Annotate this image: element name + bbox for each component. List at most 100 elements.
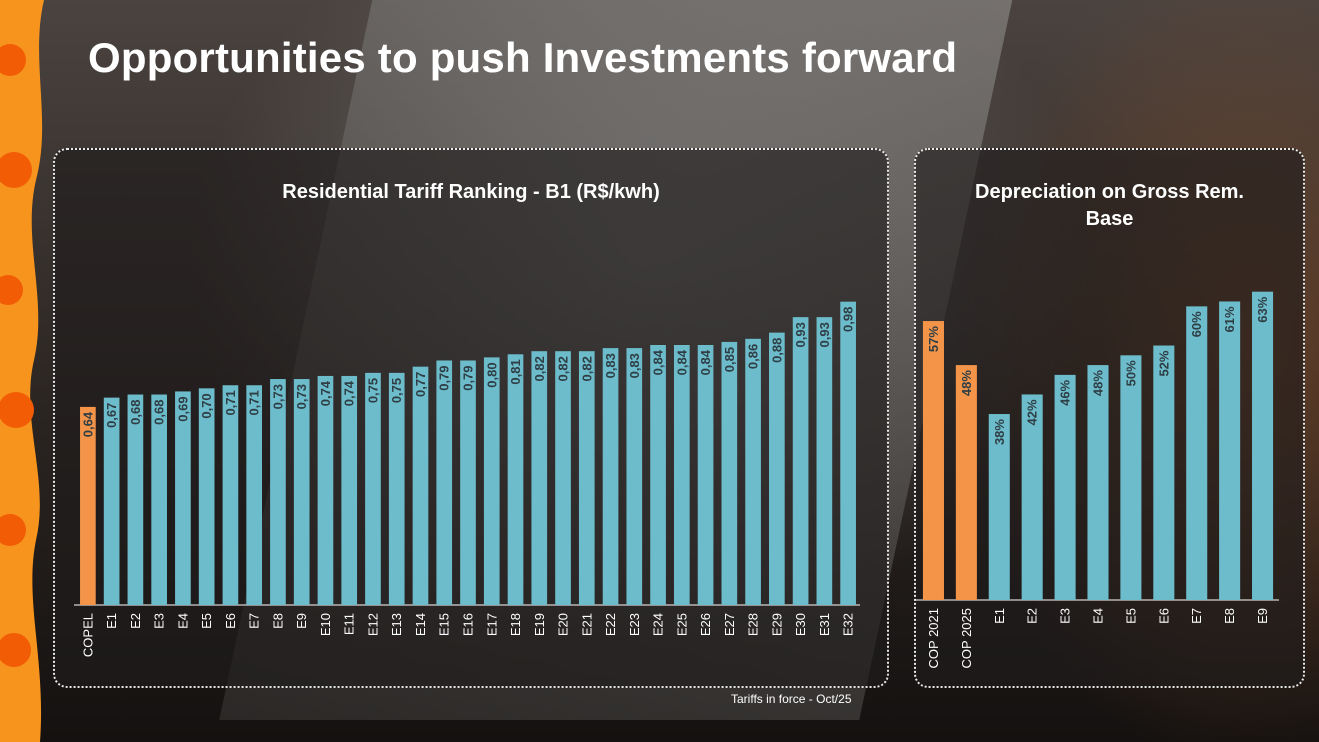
data-label: 0,93 [817,322,832,347]
bar-e19 [531,351,548,605]
data-label: 0,86 [746,344,761,369]
x-tick-label: E10 [318,613,333,636]
data-label: 42% [1025,399,1040,425]
brand-pattern-stripe [0,0,44,742]
x-tick-label: E8 [1222,608,1237,624]
x-tick-label: E17 [484,613,499,636]
bar-e1 [103,397,120,605]
x-tick-label: E9 [1255,608,1270,624]
bar-e5 [1120,355,1142,600]
data-label: 63% [1255,296,1270,322]
data-label: 0,73 [270,384,285,409]
data-label: 48% [959,370,974,396]
bar-e7 [1186,306,1208,600]
footnote: Tariffs in force - Oct/25 [731,692,852,706]
bar-e13 [388,372,405,605]
bar-e21 [578,351,595,605]
bar-e2 [127,394,144,605]
x-tick-label: E3 [1058,608,1073,624]
data-label: 0,68 [128,400,143,425]
bar-e31 [816,317,833,605]
data-label: 57% [926,326,941,352]
bar-e20 [555,351,571,605]
x-tick-label: E4 [175,613,190,629]
bar-e30 [792,317,809,605]
x-tick-label: E5 [199,613,214,629]
bar-e2 [1021,394,1043,600]
data-label: 0,98 [841,307,856,332]
x-tick-label: E25 [674,613,689,636]
bar-e15 [436,360,453,605]
x-tick-label: E16 [461,613,476,636]
bar-e9 [293,379,310,605]
x-tick-label: E15 [437,613,452,636]
bar-e5 [198,388,215,605]
bar-e8 [270,379,286,605]
bar-cop-2021 [922,321,944,600]
x-tick-label: E4 [1091,608,1106,624]
x-tick-label: E31 [817,613,832,636]
x-tick-label: E11 [342,613,357,635]
data-label: 48% [1091,370,1106,396]
bar-e9 [1252,291,1274,600]
x-tick-label: E19 [532,613,547,636]
bar-copel [80,406,96,605]
data-label: 0,79 [461,365,476,390]
x-tick-label: E2 [128,613,143,629]
x-tick-label: E28 [746,613,761,636]
data-label: 38% [992,419,1007,445]
x-tick-label: E9 [294,613,309,629]
data-label: 0,83 [627,353,642,378]
x-tick-label: E3 [152,613,167,629]
bar-e24 [650,345,666,605]
data-label: 61% [1222,306,1237,332]
bar-e4 [1087,365,1109,600]
bar-e18 [507,354,524,605]
data-label: 0,84 [651,349,666,375]
bar-e28 [745,338,761,605]
bar-e11 [341,375,358,605]
x-tick-label: E7 [1189,608,1204,624]
x-tick-label: E1 [104,613,119,629]
data-label: 0,71 [247,390,262,415]
bar-e8 [1219,301,1241,600]
x-tick-label: E7 [247,613,262,629]
data-label: 0,77 [413,372,428,397]
x-tick-label: COPEL [80,613,95,657]
bar-e29 [769,332,785,605]
x-tick-label: E26 [698,613,713,636]
x-tick-label: E21 [579,613,594,636]
tariff-chart-title: Residential Tariff Ranking - B1 (R$/kwh) [282,181,660,203]
bar-e25 [673,345,690,605]
x-tick-label: E6 [1156,608,1171,624]
data-label: 0,82 [579,356,594,381]
data-label: 0,64 [80,411,95,437]
x-tick-label: E30 [793,613,808,636]
data-label: 0,68 [152,400,167,425]
data-label: 60% [1189,311,1204,337]
data-label: 0,70 [199,393,214,418]
x-tick-label: E23 [627,613,642,636]
data-label: 46% [1058,379,1073,405]
slide-title: Opportunities to push Investments forwar… [88,34,958,81]
bar-e32 [840,301,856,605]
data-label: 0,82 [532,356,547,381]
x-tick-label: COP 2025 [959,608,974,668]
bar-e10 [317,375,334,605]
data-label: 0,80 [484,362,499,387]
bar-e6 [1153,345,1175,600]
x-tick-label: E2 [1025,608,1040,624]
bar-e23 [626,348,643,605]
x-tick-label: E29 [769,613,784,636]
data-label: 0,88 [769,338,784,363]
data-label: 0,67 [104,403,119,428]
x-tick-label: COP 2021 [926,608,941,668]
data-label: 0,74 [318,380,333,406]
data-label: 0,84 [674,349,689,375]
x-tick-label: E14 [413,613,428,636]
x-tick-label: E8 [270,613,285,629]
bar-e26 [697,345,714,605]
data-label: 0,75 [365,378,380,403]
bar-cop-2025 [955,365,977,600]
data-label: 0,79 [437,365,452,390]
